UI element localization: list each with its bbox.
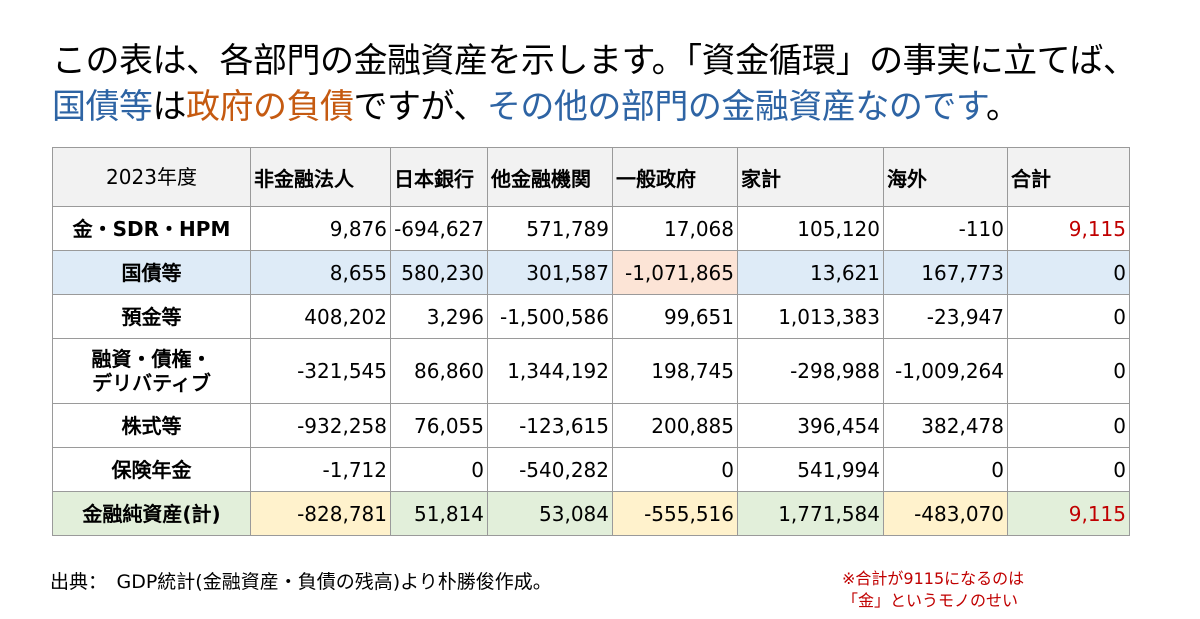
table-cell: 8,655	[250, 250, 391, 295]
row-label: 株式等	[52, 403, 251, 448]
footnote-line-1: ※合計が9115になるのは	[842, 569, 1025, 588]
header-fiscal-year: 2023年度	[52, 147, 251, 207]
title-line-2: 国債等は政府の負債ですが、その他の部門の金融資産なのです。	[52, 84, 1172, 130]
table-cell: -694,627	[390, 206, 488, 251]
row-label-line-2: デリバティブ	[92, 371, 211, 395]
table-cell: -1,500,586	[487, 294, 613, 339]
table-cell: 105,120	[737, 206, 884, 251]
table-cell: -298,988	[737, 338, 884, 404]
header-nonfinancial-corporations: 非金融法人	[250, 147, 391, 207]
table-cell: 0	[390, 447, 488, 492]
table-cell-highlight: -1,071,865	[612, 250, 738, 295]
table-cell: 76,055	[390, 403, 488, 448]
table-row: 金・SDR・HPM 9,876 -694,627 571,789 17,068 …	[52, 206, 1130, 251]
table-row: 保険年金 -1,712 0 -540,282 0 541,994 0 0	[52, 447, 1130, 492]
table-cell: 408,202	[250, 294, 391, 339]
row-label: 国債等	[52, 250, 251, 295]
title-desu-text: ですが、	[353, 87, 488, 127]
table-cell: 382,478	[883, 403, 1008, 448]
table-cell: 13,621	[737, 250, 884, 295]
row-label: 預金等	[52, 294, 251, 339]
footnote: ※合計が9115になるのは 「金」というモノのせい	[842, 568, 1024, 612]
table-cell: 0	[883, 447, 1008, 492]
header-bank-of-japan: 日本銀行	[390, 147, 488, 207]
table-row: 融資・債権・ デリバティブ -321,545 86,860 1,344,192 1…	[52, 338, 1130, 404]
table-row: 国債等 8,655 580,230 301,587 -1,071,865 13,…	[52, 250, 1130, 295]
title-other-sectors-text: その他の部門の金融資産なのです	[486, 87, 987, 127]
footnote-line-2: 「金」というモノのせい	[842, 591, 1019, 610]
table-cell: -321,545	[250, 338, 391, 404]
table-cell: 3,296	[390, 294, 488, 339]
table-cell-highlight: -555,516	[612, 491, 738, 536]
table-cell: 1,771,584	[737, 491, 884, 536]
title-line-1: この表は、各部門の金融資産を示します。「資金循環」の事実に立てば、	[52, 41, 1137, 81]
table-cell: -540,282	[487, 447, 613, 492]
table-cell: 198,745	[612, 338, 738, 404]
table-cell-total: 0	[1007, 403, 1130, 448]
table-cell-total: 0	[1007, 338, 1130, 404]
table-cell: 571,789	[487, 206, 613, 251]
header-other-financial-institutions: 他金融機関	[487, 147, 613, 207]
row-label: 金・SDR・HPM	[52, 206, 251, 251]
table-cell: 1,013,383	[737, 294, 884, 339]
source-citation: 出典： GDP統計(金融資産・負債の残高)より朴勝俊作成。	[50, 571, 552, 593]
title-particle-text: は	[152, 87, 187, 127]
header-total: 合計	[1007, 147, 1130, 207]
title-government-liability-text: 政府の負債	[186, 87, 354, 127]
table-cell-total: 9,115	[1007, 491, 1130, 536]
table-cell: 17,068	[612, 206, 738, 251]
table-cell: 541,994	[737, 447, 884, 492]
page-title: この表は、各部門の金融資産を示します。「資金循環」の事実に立てば、 国債等は政府…	[52, 38, 1172, 130]
header-general-government: 一般政府	[612, 147, 738, 207]
title-period-text: 。	[985, 87, 1020, 127]
table-cell: 167,773	[883, 250, 1008, 295]
title-jgb-text: 国債等	[52, 87, 153, 127]
table-cell: 9,876	[250, 206, 391, 251]
row-label-line-1: 融資・債権・	[91, 347, 212, 371]
table-header-row: 2023年度 非金融法人 日本銀行 他金融機関 一般政府 家計 海外 合計	[52, 147, 1130, 207]
table-cell-highlight: -483,070	[883, 491, 1008, 536]
table-cell: 99,651	[612, 294, 738, 339]
financial-assets-table: 2023年度 非金融法人 日本銀行 他金融機関 一般政府 家計 海外 合計 金・…	[52, 147, 1130, 536]
row-label: 保険年金	[52, 447, 251, 492]
table-cell: 51,814	[390, 491, 488, 536]
table-cell-total: 0	[1007, 250, 1130, 295]
table-cell: -110	[883, 206, 1008, 251]
table-cell: 301,587	[487, 250, 613, 295]
table-cell-total: 0	[1007, 447, 1130, 492]
table-cell: 0	[612, 447, 738, 492]
table-cell: -1,712	[250, 447, 391, 492]
table-cell: -23,947	[883, 294, 1008, 339]
table-cell: 86,860	[390, 338, 488, 404]
table-cell-total: 9,115	[1007, 206, 1130, 251]
table-cell-highlight: -828,781	[250, 491, 391, 536]
table-row: 金融純資産(計) -828,781 51,814 53,084 -555,516…	[52, 491, 1130, 536]
table-cell: -123,615	[487, 403, 613, 448]
table-cell: 580,230	[390, 250, 488, 295]
table-row: 預金等 408,202 3,296 -1,500,586 99,651 1,01…	[52, 294, 1130, 339]
table-cell: 1,344,192	[487, 338, 613, 404]
header-overseas: 海外	[883, 147, 1008, 207]
header-households: 家計	[737, 147, 884, 207]
table-cell: -1,009,264	[883, 338, 1008, 404]
row-label: 金融純資産(計)	[52, 491, 251, 536]
table-cell: 200,885	[612, 403, 738, 448]
table-cell-total: 0	[1007, 294, 1130, 339]
row-label: 融資・債権・ デリバティブ	[52, 338, 251, 404]
table-cell: 396,454	[737, 403, 884, 448]
table-cell: -932,258	[250, 403, 391, 448]
table-cell: 53,084	[487, 491, 613, 536]
table-row: 株式等 -932,258 76,055 -123,615 200,885 396…	[52, 403, 1130, 448]
